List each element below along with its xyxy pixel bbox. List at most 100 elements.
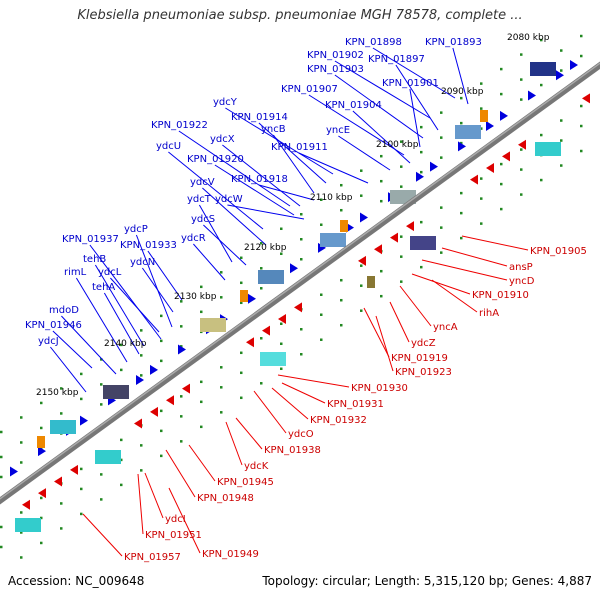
gene-label-ydcp[interactable]: ydcP [124, 224, 148, 235]
reverse-gene-arrow[interactable] [358, 255, 366, 266]
reverse-gene-arrow[interactable] [70, 464, 78, 475]
gene-label-ydcr[interactable]: ydcR [181, 233, 206, 244]
gene-label-ydcu[interactable]: ydcU [156, 141, 181, 152]
forward-gene-arrow[interactable] [150, 364, 158, 375]
gene-label-teha[interactable]: tehA [92, 282, 115, 293]
gene-label-kpn_01922[interactable]: KPN_01922 [151, 120, 208, 131]
forward-gene-arrow[interactable] [570, 60, 578, 71]
gene-label-yncb[interactable]: yncB [261, 124, 286, 135]
gene-block[interactable] [95, 450, 121, 464]
gene-label-kpn_01914[interactable]: KPN_01914 [231, 112, 288, 123]
forward-gene-arrow[interactable] [360, 212, 368, 223]
reverse-gene-arrow[interactable] [278, 313, 286, 324]
gene-label-kpn_01904[interactable]: KPN_01904 [325, 100, 382, 111]
forward-gene-arrow[interactable] [10, 466, 18, 477]
forward-gene-arrow[interactable] [430, 161, 438, 172]
gene-label-kpn_01898[interactable]: KPN_01898 [345, 37, 402, 48]
gene-label-kpn_01893[interactable]: KPN_01893 [425, 37, 482, 48]
gene-block[interactable] [340, 220, 348, 232]
reverse-gene-arrow[interactable] [134, 418, 142, 429]
gene-block[interactable] [258, 270, 284, 284]
gene-label-kpn_01920[interactable]: KPN_01920 [187, 154, 244, 165]
gene-label-riml[interactable]: rimL [64, 267, 87, 278]
forward-gene-arrow[interactable] [556, 70, 564, 81]
gene-label-ydcn[interactable]: ydcN [130, 257, 155, 268]
gene-label-ydcs[interactable]: ydcS [191, 214, 215, 225]
forward-gene-arrow[interactable] [38, 446, 46, 457]
gene-label-kpn_01905[interactable]: KPN_01905 [530, 246, 587, 257]
reverse-gene-arrow[interactable] [150, 406, 158, 417]
gene-block[interactable] [260, 352, 286, 366]
forward-gene-arrow[interactable] [528, 90, 536, 101]
gene-label-kpn_01923[interactable]: KPN_01923 [395, 367, 452, 378]
forward-gene-arrow[interactable] [290, 263, 298, 274]
gene-block[interactable] [320, 233, 346, 247]
forward-gene-arrow[interactable] [178, 344, 186, 355]
gene-label-kpn_01910[interactable]: KPN_01910 [472, 290, 529, 301]
reverse-gene-arrow[interactable] [22, 499, 30, 510]
gene-label-kpn_01901[interactable]: KPN_01901 [382, 78, 439, 89]
reverse-gene-arrow[interactable] [470, 174, 478, 185]
gene-block[interactable] [530, 62, 556, 76]
gene-block[interactable] [410, 236, 436, 250]
reverse-gene-arrow[interactable] [486, 163, 494, 173]
gene-label-kpn_01902[interactable]: KPN_01902 [307, 50, 364, 61]
gene-label-ydcv[interactable]: ydcV [190, 177, 215, 188]
gene-label-ydct[interactable]: ydcT [187, 194, 212, 205]
gene-block[interactable] [240, 290, 248, 302]
reverse-gene-arrow[interactable] [294, 302, 302, 313]
gene-block[interactable] [455, 125, 481, 139]
reverse-gene-arrow[interactable] [54, 476, 62, 487]
gene-label-ydcz[interactable]: ydcZ [411, 338, 436, 349]
reverse-gene-arrow[interactable] [246, 337, 254, 348]
gene-label-ydcx[interactable]: ydcX [210, 134, 235, 145]
gene-label-kpn_01897[interactable]: KPN_01897 [368, 54, 425, 65]
gene-label-kpn_01911[interactable]: KPN_01911 [271, 142, 328, 153]
forward-gene-arrow[interactable] [80, 415, 88, 426]
gene-block[interactable] [15, 518, 41, 532]
reverse-gene-arrow[interactable] [262, 325, 270, 336]
gene-label-kpn_01957[interactable]: KPN_01957 [124, 552, 181, 563]
forward-gene-arrow[interactable] [500, 110, 508, 121]
gene-block[interactable] [367, 276, 375, 288]
gene-label-kpn_01937[interactable]: KPN_01937 [62, 234, 119, 245]
reverse-gene-arrow[interactable] [38, 488, 46, 499]
gene-label-kpn_01930[interactable]: KPN_01930 [351, 383, 408, 394]
gene-label-kpn_01949[interactable]: KPN_01949 [202, 549, 259, 560]
gene-label-tehb[interactable]: tehB [83, 254, 106, 265]
forward-gene-arrow[interactable] [136, 375, 144, 386]
gene-label-kpn_01933[interactable]: KPN_01933 [120, 240, 177, 251]
gene-label-kpn_01938[interactable]: KPN_01938 [264, 445, 321, 456]
reverse-gene-arrow[interactable] [582, 93, 590, 104]
reverse-gene-arrow[interactable] [518, 139, 526, 150]
gene-label-ynca[interactable]: yncA [433, 322, 458, 333]
gene-label-ansp[interactable]: ansP [509, 262, 533, 273]
gene-label-mdod[interactable]: mdoD [49, 305, 79, 316]
gene-label-kpn_01932[interactable]: KPN_01932 [310, 415, 367, 426]
gene-label-kpn_01951[interactable]: KPN_01951 [145, 530, 202, 541]
gene-label-kpn_01946[interactable]: KPN_01946 [25, 320, 82, 331]
forward-gene-arrow[interactable] [416, 171, 424, 182]
gene-block[interactable] [37, 436, 45, 448]
gene-label-kpn_01907[interactable]: KPN_01907 [281, 84, 338, 95]
forward-gene-arrow[interactable] [248, 293, 256, 304]
gene-labels[interactable]: KPN_01898 KPN_01893 KPN_01902 KPN_01897 KPN_… [25, 37, 587, 563]
gene-label-ynce[interactable]: yncE [326, 125, 350, 136]
gene-label-ydco[interactable]: ydcO [288, 429, 314, 440]
gene-block[interactable] [103, 385, 129, 399]
gene-label-kpn_01945[interactable]: KPN_01945 [217, 477, 274, 488]
reverse-gene-arrow[interactable] [502, 151, 510, 162]
gene-label-kpn_01931[interactable]: KPN_01931 [327, 399, 384, 410]
reverse-gene-arrow[interactable] [374, 244, 382, 255]
gene-label-ydcl[interactable]: ydcL [98, 267, 122, 278]
gene-label-kpn_01948[interactable]: KPN_01948 [197, 493, 254, 504]
reverse-gene-arrow[interactable] [390, 232, 398, 243]
reverse-gene-arrow[interactable] [166, 395, 174, 406]
gene-label-kpn_01919[interactable]: KPN_01919 [391, 353, 448, 364]
gene-label-ydcy[interactable]: ydcY [213, 97, 238, 108]
gene-label-ydcj[interactable]: ydcJ [38, 336, 59, 347]
gene-label-yncd[interactable]: yncD [509, 276, 535, 287]
gene-label-kpn_01918[interactable]: KPN_01918 [231, 174, 288, 185]
gene-label-ydci[interactable]: ydcI [165, 514, 186, 525]
